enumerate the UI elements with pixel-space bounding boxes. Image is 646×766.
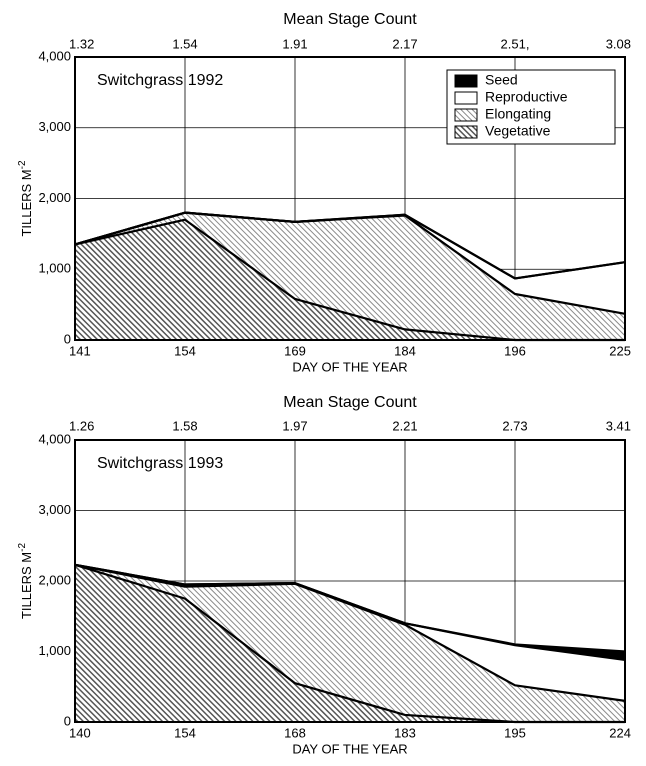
area-reproductive — [75, 564, 625, 701]
y-tick-label: 4,000 — [38, 48, 71, 63]
y-tick-label: 1,000 — [38, 261, 71, 276]
legend-label: Vegetative — [485, 123, 551, 139]
top-tick-label: 2.17 — [392, 36, 417, 51]
y-axis-label: TILLERS M-2 — [17, 543, 35, 620]
area-vegetative — [75, 219, 625, 340]
x-tick-label: 141 — [69, 343, 91, 358]
x-tick-label: 195 — [504, 725, 526, 740]
legend-swatch — [454, 108, 478, 122]
y-axis-label-superscript: -2 — [17, 543, 28, 552]
top-tick-label: 1.32 — [69, 36, 94, 51]
top-tick-label: 2.21 — [392, 418, 417, 433]
legend-label: Seed — [485, 72, 518, 88]
top-tick-label: 2.73 — [502, 418, 527, 433]
area-seed — [75, 564, 625, 660]
x-axis-label: DAY OF THE YEAR — [292, 359, 407, 374]
y-tick-label: 4,000 — [38, 431, 71, 446]
x-axis-label: DAY OF THE YEAR — [292, 741, 407, 756]
y-tick-label: 0 — [64, 331, 71, 346]
top-tick-label: 1.91 — [282, 36, 307, 51]
top-tick-label: 1.54 — [172, 36, 197, 51]
legend-swatch — [454, 125, 478, 139]
x-tick-label: 184 — [394, 343, 416, 358]
y-tick-label: 0 — [64, 713, 71, 728]
y-axis-label-superscript: -2 — [17, 160, 28, 169]
area-edge — [74, 563, 626, 653]
top-axis-title: Mean Stage Count — [283, 394, 417, 411]
y-tick-label: 2,000 — [38, 190, 71, 205]
plot-border — [74, 56, 626, 341]
annotation: Switchgrass 1993 — [97, 455, 223, 472]
x-tick-label: 154 — [174, 725, 196, 740]
plot-border — [74, 439, 626, 723]
area-edge — [74, 211, 626, 280]
top-tick-label: 3.08 — [606, 36, 631, 51]
y-tick-label: 3,000 — [38, 119, 71, 134]
x-tick-label: 196 — [504, 343, 526, 358]
x-tick-label: 168 — [284, 725, 306, 740]
area-elongating — [75, 564, 625, 722]
x-tick-label: 140 — [69, 725, 91, 740]
area-vegetative — [75, 564, 625, 722]
legend-label: Elongating — [485, 106, 551, 122]
top-tick-label: 1.26 — [69, 418, 94, 433]
y-axis-label: TILLERS M-2 — [17, 160, 35, 237]
top-tick-label: 1.97 — [282, 418, 307, 433]
top-axis-title: Mean Stage Count — [283, 11, 417, 28]
x-tick-label: 183 — [394, 725, 416, 740]
x-tick-label: 225 — [609, 343, 631, 358]
x-tick-label: 154 — [174, 343, 196, 358]
x-tick-label: 224 — [609, 725, 631, 740]
legend-swatch — [454, 74, 478, 88]
y-axis-label-main: TILLERS M — [19, 169, 34, 236]
top-tick-label: 2.51, — [501, 36, 530, 51]
top-tick-label: 3.41 — [606, 418, 631, 433]
y-tick-label: 1,000 — [38, 643, 71, 658]
y-axis-label-main: TILLERS M — [19, 552, 34, 619]
x-tick-label: 169 — [284, 343, 306, 358]
y-tick-label: 2,000 — [38, 572, 71, 587]
top-tick-label: 1.58 — [172, 418, 197, 433]
y-tick-label: 3,000 — [38, 502, 71, 517]
legend-swatch — [454, 91, 478, 105]
legend-label: Reproductive — [485, 89, 568, 105]
annotation: Switchgrass 1992 — [97, 72, 223, 89]
area-elongating — [75, 212, 625, 340]
